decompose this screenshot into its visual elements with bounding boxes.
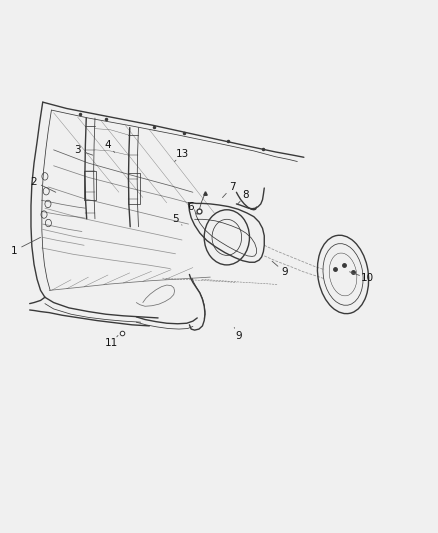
Text: 8: 8: [243, 190, 249, 200]
Text: 5: 5: [172, 214, 179, 224]
Text: 1: 1: [11, 246, 18, 256]
Text: 3: 3: [74, 145, 81, 155]
Text: 9: 9: [235, 332, 242, 342]
Text: 6: 6: [187, 201, 194, 212]
Text: 13: 13: [175, 149, 189, 159]
Text: 2: 2: [31, 176, 37, 187]
Text: 9: 9: [281, 267, 288, 277]
Text: 11: 11: [104, 338, 118, 349]
Text: 10: 10: [360, 273, 374, 283]
Text: 7: 7: [229, 182, 235, 192]
Text: 4: 4: [105, 140, 111, 150]
